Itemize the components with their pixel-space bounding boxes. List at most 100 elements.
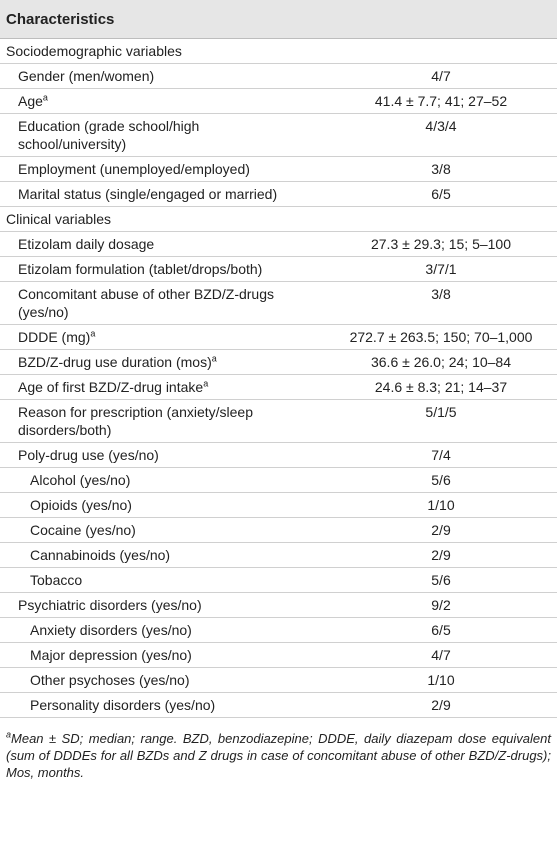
row-label: Etizolam daily dosage [18, 236, 155, 252]
value-cell: 24.6 ± 8.3; 21; 14–37 [325, 374, 557, 400]
row-value: 36.6 ± 26.0; 24; 10–84 [370, 354, 512, 370]
row-value: 4/3/4 [425, 118, 457, 134]
row-value: 6/5 [431, 186, 451, 202]
row-value: 3/8 [431, 161, 451, 177]
value-cell: 3/7/1 [325, 256, 557, 282]
footnote-ref: a [42, 92, 48, 103]
table-row: Education (grade school/high school/univ… [0, 113, 557, 157]
label-cell: Marital status (single/engaged or marrie… [0, 181, 325, 207]
row-label: Sociodemographic variables [6, 43, 182, 59]
table-row: Poly-drug use (yes/no) 7/4 [0, 442, 557, 468]
label-cell: Reason for prescription (anxiety/sleep d… [0, 399, 325, 443]
value-cell: 2/9 [325, 692, 557, 718]
value-cell: 6/5 [325, 617, 557, 643]
value-cell: 1/10 [325, 667, 557, 693]
table-row: Anxiety disorders (yes/no) 6/5 [0, 617, 557, 643]
row-label: Other psychoses (yes/no) [30, 672, 190, 688]
value-cell: 4/7 [325, 63, 557, 89]
row-label: Personality disorders (yes/no) [30, 697, 216, 713]
header-cell: Characteristics [0, 0, 557, 39]
row-label: Age of first BZD/Z-drug intake [18, 379, 204, 395]
row-value: 5/6 [431, 472, 451, 488]
label-cell: Sociodemographic variables [0, 38, 325, 64]
label-cell: Other psychoses (yes/no) [0, 667, 325, 693]
value-cell: 27.3 ± 29.3; 15; 5–100 [325, 231, 557, 257]
label-cell: Major depression (yes/no) [0, 642, 325, 668]
label-cell: Gender (men/women) [0, 63, 325, 89]
row-label: Reason for prescription (anxiety/sleep d… [18, 404, 254, 438]
label-cell: Poly-drug use (yes/no) [0, 442, 325, 468]
table-row: Clinical variables [0, 206, 557, 232]
row-value: 7/4 [431, 447, 451, 463]
row-label: Psychiatric disorders (yes/no) [18, 597, 202, 613]
row-label: Gender (men/women) [18, 68, 155, 84]
row-label: Cocaine (yes/no) [30, 522, 136, 538]
table-row: Concomitant abuse of other BZD/Z-drugs (… [0, 281, 557, 325]
row-value: 4/7 [431, 647, 451, 663]
value-cell: 5/6 [325, 467, 557, 493]
row-value: 9/2 [431, 597, 451, 613]
value-cell: 4/7 [325, 642, 557, 668]
table-row: Agea 41.4 ± 7.7; 41; 27–52 [0, 88, 557, 114]
label-cell: Agea [0, 88, 325, 114]
row-value: 1/10 [427, 497, 455, 513]
label-cell: Education (grade school/high school/univ… [0, 113, 325, 157]
row-label: Etizolam formulation (tablet/drops/both) [18, 261, 263, 277]
row-value: 2/9 [431, 697, 451, 713]
table-body: Sociodemographic variables Gender (men/wo… [0, 38, 557, 718]
row-label: Concomitant abuse of other BZD/Z-drugs (… [18, 286, 275, 320]
label-cell: Cocaine (yes/no) [0, 517, 325, 543]
table-row: DDDE (mg)a 272.7 ± 263.5; 150; 70–1,000 [0, 324, 557, 350]
value-cell: 36.6 ± 26.0; 24; 10–84 [325, 349, 557, 375]
value-cell [325, 38, 557, 64]
table-row: Major depression (yes/no) 4/7 [0, 642, 557, 668]
row-value: 2/9 [431, 522, 451, 538]
value-cell: 3/8 [325, 281, 557, 325]
value-cell: 272.7 ± 263.5; 150; 70–1,000 [325, 324, 557, 350]
table-row: Employment (unemployed/employed) 3/8 [0, 156, 557, 182]
label-cell: Tobacco [0, 567, 325, 593]
row-label: Major depression (yes/no) [30, 647, 192, 663]
label-cell: BZD/Z-drug use duration (mos)a [0, 349, 325, 375]
table-row: Cocaine (yes/no) 2/9 [0, 517, 557, 543]
table-row: Marital status (single/engaged or marrie… [0, 181, 557, 207]
row-label: Alcohol (yes/no) [30, 472, 131, 488]
row-value: 41.4 ± 7.7; 41; 27–52 [374, 93, 508, 109]
value-cell: 4/3/4 [325, 113, 557, 157]
label-cell: Etizolam daily dosage [0, 231, 325, 257]
footnote-text: Mean ± SD; median; range. BZD, benzodiaz… [6, 731, 551, 780]
value-cell: 2/9 [325, 542, 557, 568]
row-label: DDDE (mg) [18, 329, 91, 345]
row-label: Opioids (yes/no) [30, 497, 132, 513]
value-cell: 2/9 [325, 517, 557, 543]
label-cell: DDDE (mg)a [0, 324, 325, 350]
row-value: 272.7 ± 263.5; 150; 70–1,000 [349, 329, 533, 345]
label-cell: Age of first BZD/Z-drug intakea [0, 374, 325, 400]
table-row: Psychiatric disorders (yes/no) 9/2 [0, 592, 557, 618]
table-row: Sociodemographic variables [0, 38, 557, 64]
row-label: Employment (unemployed/employed) [18, 161, 250, 177]
table-row: Gender (men/women) 4/7 [0, 63, 557, 89]
header-row: Characteristics [0, 0, 557, 39]
footnote: aMean ± SD; median; range. BZD, benzodia… [0, 718, 557, 781]
footnote-ref: a [211, 353, 217, 364]
value-cell: 6/5 [325, 181, 557, 207]
value-cell: 41.4 ± 7.7; 41; 27–52 [325, 88, 557, 114]
row-label: Age [18, 93, 43, 109]
value-cell: 9/2 [325, 592, 557, 618]
footnote-ref: a [90, 328, 96, 339]
table-row: Tobacco 5/6 [0, 567, 557, 593]
value-cell: 3/8 [325, 156, 557, 182]
row-label: Marital status (single/engaged or marrie… [18, 186, 278, 202]
table-row: Etizolam daily dosage 27.3 ± 29.3; 15; 5–… [0, 231, 557, 257]
table-row: Other psychoses (yes/no) 1/10 [0, 667, 557, 693]
row-label: Cannabinoids (yes/no) [30, 547, 171, 563]
table: Characteristics Sociodemographic variabl… [0, 0, 557, 718]
footnote-marker: a [6, 729, 12, 740]
row-value: 2/9 [431, 547, 451, 563]
table-row: BZD/Z-drug use duration (mos)a 36.6 ± 26.… [0, 349, 557, 375]
label-cell: Opioids (yes/no) [0, 492, 325, 518]
value-cell [325, 206, 557, 232]
label-cell: Anxiety disorders (yes/no) [0, 617, 325, 643]
